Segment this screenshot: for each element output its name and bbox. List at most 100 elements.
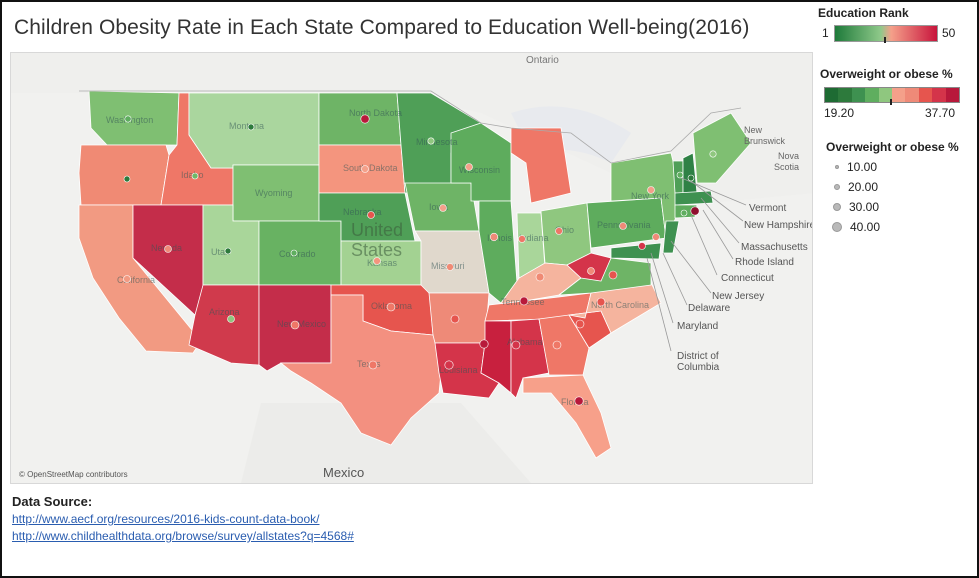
marker-alabama[interactable] [511, 340, 521, 350]
marker-new-hampshire[interactable] [687, 174, 695, 182]
marker-maine[interactable] [709, 150, 717, 158]
us-state-map[interactable]: Ontario United States Mexico New Brunswi… [11, 53, 813, 484]
state-maine[interactable] [692, 112, 752, 184]
size-dot-icon [834, 184, 840, 190]
state-oregon[interactable] [78, 144, 170, 206]
marker-pennsylvania[interactable] [619, 222, 627, 230]
state-name: Colorado [279, 249, 316, 259]
marker-new-york[interactable] [647, 186, 655, 194]
marker-connecticut[interactable] [680, 209, 688, 217]
marker-utah[interactable] [224, 247, 232, 255]
marker-nevada[interactable] [164, 245, 172, 253]
marker-mississippi[interactable] [479, 339, 489, 349]
callout-maryland: Maryland [677, 321, 718, 332]
state-name: Nebraska [343, 207, 382, 217]
state-name: Kansas [367, 258, 398, 268]
marker-nebraska[interactable] [367, 211, 375, 219]
marker-vermont[interactable] [676, 171, 684, 179]
marker-oklahoma[interactable] [386, 302, 396, 312]
marker-south-dakota[interactable] [361, 165, 369, 173]
marker-arkansas[interactable] [450, 314, 460, 324]
marker-kentucky[interactable] [535, 272, 545, 282]
legend-size-label: 20.00 [848, 180, 879, 194]
state-florida[interactable] [522, 374, 612, 459]
label-united: United [351, 220, 403, 240]
marker-north-dakota[interactable] [360, 114, 370, 124]
label-states: States [351, 240, 402, 260]
legend-education-rank-marker [884, 37, 886, 43]
legend-size-item: 20.00 [832, 180, 878, 194]
callout-new-jersey: New Jersey [712, 291, 764, 302]
marker-north-carolina[interactable] [596, 297, 606, 307]
state-west-virginia[interactable] [566, 252, 612, 282]
state-new-jersey[interactable] [662, 220, 680, 254]
state-name: Wyoming [255, 188, 292, 198]
marker-massachusetts[interactable] [690, 206, 700, 216]
legend-education-rank-gradient[interactable] [834, 25, 938, 43]
marker-missouri[interactable] [446, 263, 454, 271]
marker-virginia[interactable] [608, 270, 618, 280]
legend-education-rank-title: Education Rank [818, 6, 909, 20]
marker-wisconsin[interactable] [465, 163, 473, 171]
size-dot-icon [835, 165, 839, 169]
marker-minnesota[interactable] [427, 137, 435, 145]
state-shapes[interactable] [78, 90, 752, 459]
marker-tennessee[interactable] [519, 296, 529, 306]
legend-size-label: 10.00 [847, 160, 878, 174]
marker-louisiana[interactable] [444, 360, 454, 370]
callout-connecticut: Connecticut [721, 273, 774, 284]
marker-west-virginia[interactable] [587, 267, 595, 275]
marker-montana[interactable] [247, 123, 255, 131]
label-nova-scotia-1: Nova [778, 151, 799, 161]
state-name: Illinois [487, 233, 513, 243]
marker-new-mexico[interactable] [290, 320, 300, 330]
marker-california[interactable] [123, 275, 131, 283]
obesity-markers[interactable] [123, 114, 717, 406]
map-attribution: © OpenStreetMap contributors [19, 470, 128, 479]
state-north-dakota[interactable] [318, 92, 402, 146]
state-name: New Mexico [277, 319, 326, 329]
label-nova-scotia-2: Scotia [774, 162, 799, 172]
marker-maryland[interactable] [638, 242, 646, 250]
state-name: Montana [229, 121, 264, 131]
marker-illinois[interactable] [489, 232, 499, 242]
legend-education-rank-min: 1 [822, 26, 829, 40]
size-dot-icon [833, 203, 841, 211]
state-name: Ohio [555, 225, 574, 235]
marker-texas[interactable] [368, 360, 378, 370]
map-panel[interactable]: Ontario United States Mexico New Brunswi… [10, 52, 813, 484]
marker-arizona[interactable] [227, 315, 235, 323]
marker-ohio[interactable] [555, 227, 563, 235]
marker-florida[interactable] [574, 396, 584, 406]
marker-washington[interactable] [124, 115, 132, 123]
state-name: Indiana [519, 233, 549, 243]
marker-idaho[interactable] [191, 172, 199, 180]
data-source-link-childhealthdata[interactable]: http://www.childhealthdata.org/browse/su… [12, 529, 354, 543]
legend-obesity-color-steps[interactable] [824, 87, 960, 103]
marker-georgia[interactable] [552, 340, 562, 350]
state-name: Iowa [429, 202, 448, 212]
state-texas[interactable] [279, 294, 444, 446]
marker-south-carolina[interactable] [575, 319, 585, 329]
legend-obesity-color-max: 37.70 [925, 106, 956, 120]
callout-delaware: Delaware [688, 303, 731, 314]
marker-kansas[interactable] [373, 257, 381, 265]
state-name: South Dakota [343, 163, 398, 173]
legend-size-item: 30.00 [832, 200, 879, 214]
state-georgia[interactable] [538, 314, 590, 376]
marker-colorado[interactable] [290, 249, 298, 257]
legend-education-rank-max: 50 [942, 26, 956, 40]
state-name: North Carolina [591, 300, 649, 310]
callout-district-of: District of [677, 351, 719, 362]
marker-new-jersey[interactable] [652, 233, 660, 241]
size-dot-icon [832, 222, 842, 232]
state-name: Wisconsin [459, 165, 500, 175]
legend-obesity-size: Overweight or obese % [826, 140, 979, 154]
legend-education-rank: Education Rank [818, 6, 976, 20]
marker-iowa[interactable] [439, 204, 447, 212]
data-source-link-aecf[interactable]: http://www.aecf.org/resources/2016-kids-… [12, 512, 320, 526]
marker-indiana[interactable] [518, 235, 526, 243]
marker-oregon[interactable] [123, 175, 131, 183]
state-michigan[interactable] [510, 127, 572, 204]
